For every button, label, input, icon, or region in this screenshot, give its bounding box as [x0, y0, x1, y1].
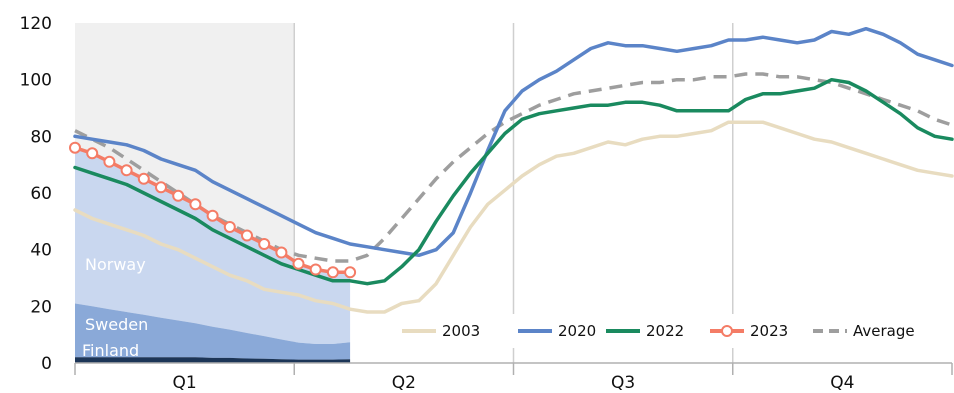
axes: 0 20 40 60 80 100 120 Q1 Q2 Q3 Q4	[20, 14, 953, 393]
point-2023-1	[69, 141, 81, 154]
y-tick-label: 80	[30, 127, 52, 147]
area-sweden	[75, 303, 351, 360]
y-tick-label: 20	[30, 297, 52, 317]
series-lines	[69, 26, 954, 314]
point-2023-17	[344, 266, 357, 279]
legend-item-2023: 2023	[710, 322, 788, 340]
point-2023-8	[189, 198, 202, 211]
legend-background	[395, 314, 950, 348]
legend-label: Average	[853, 322, 915, 340]
area-labels: Finland Sweden Norway	[82, 255, 148, 360]
y-tick-label: 0	[41, 354, 52, 374]
y-tick-label: 60	[30, 184, 52, 204]
x-tick-label-q1: Q1	[173, 373, 197, 393]
legend: 2003 2020 2022 2023 Average	[395, 314, 950, 348]
point-2023-11	[241, 229, 253, 242]
legend-label: 2020	[558, 322, 596, 340]
y-tick-label: 40	[30, 241, 52, 261]
legend-label: 2022	[646, 322, 684, 340]
legend-item-2020: 2020	[518, 322, 596, 340]
point-2023-7	[172, 189, 185, 202]
legend-label: 2003	[442, 322, 480, 340]
area-label-sweden: Sweden	[85, 315, 148, 334]
point-2023-12	[258, 238, 271, 250]
x-tick-label-q4: Q4	[830, 373, 854, 393]
series-line-2022	[73, 77, 954, 286]
stacked-areas	[75, 147, 351, 363]
legend-label: 2023	[750, 322, 788, 340]
area-label-norway: Norway	[85, 255, 146, 274]
point-2023-6	[155, 181, 167, 194]
x-tick-label-q2: Q2	[392, 373, 416, 393]
y-tick-label: 100	[20, 71, 52, 91]
area-finland	[75, 357, 351, 363]
legend-item-2022: 2022	[606, 322, 684, 340]
x-tick-label-q3: Q3	[611, 373, 635, 393]
point-2023-5	[137, 172, 150, 185]
point-2023-15	[309, 263, 322, 276]
y-tick-label: 120	[20, 14, 52, 34]
point-2023-3	[103, 155, 116, 168]
point-2023-2	[86, 147, 99, 160]
area-label-finland: Finland	[82, 341, 139, 360]
legend-item-2003: 2003	[402, 322, 480, 340]
point-2023-13	[275, 246, 288, 259]
point-2023-10	[223, 221, 236, 233]
legend-item-average: Average	[813, 322, 915, 340]
point-2023-14	[292, 257, 305, 270]
point-2023-9	[206, 209, 219, 222]
series-line-2003	[73, 120, 954, 314]
series-line-2020	[73, 26, 954, 258]
point-2023-4	[120, 164, 133, 177]
area-norway	[75, 147, 351, 344]
point-2023-16	[326, 266, 339, 279]
legend-marker	[721, 325, 733, 337]
